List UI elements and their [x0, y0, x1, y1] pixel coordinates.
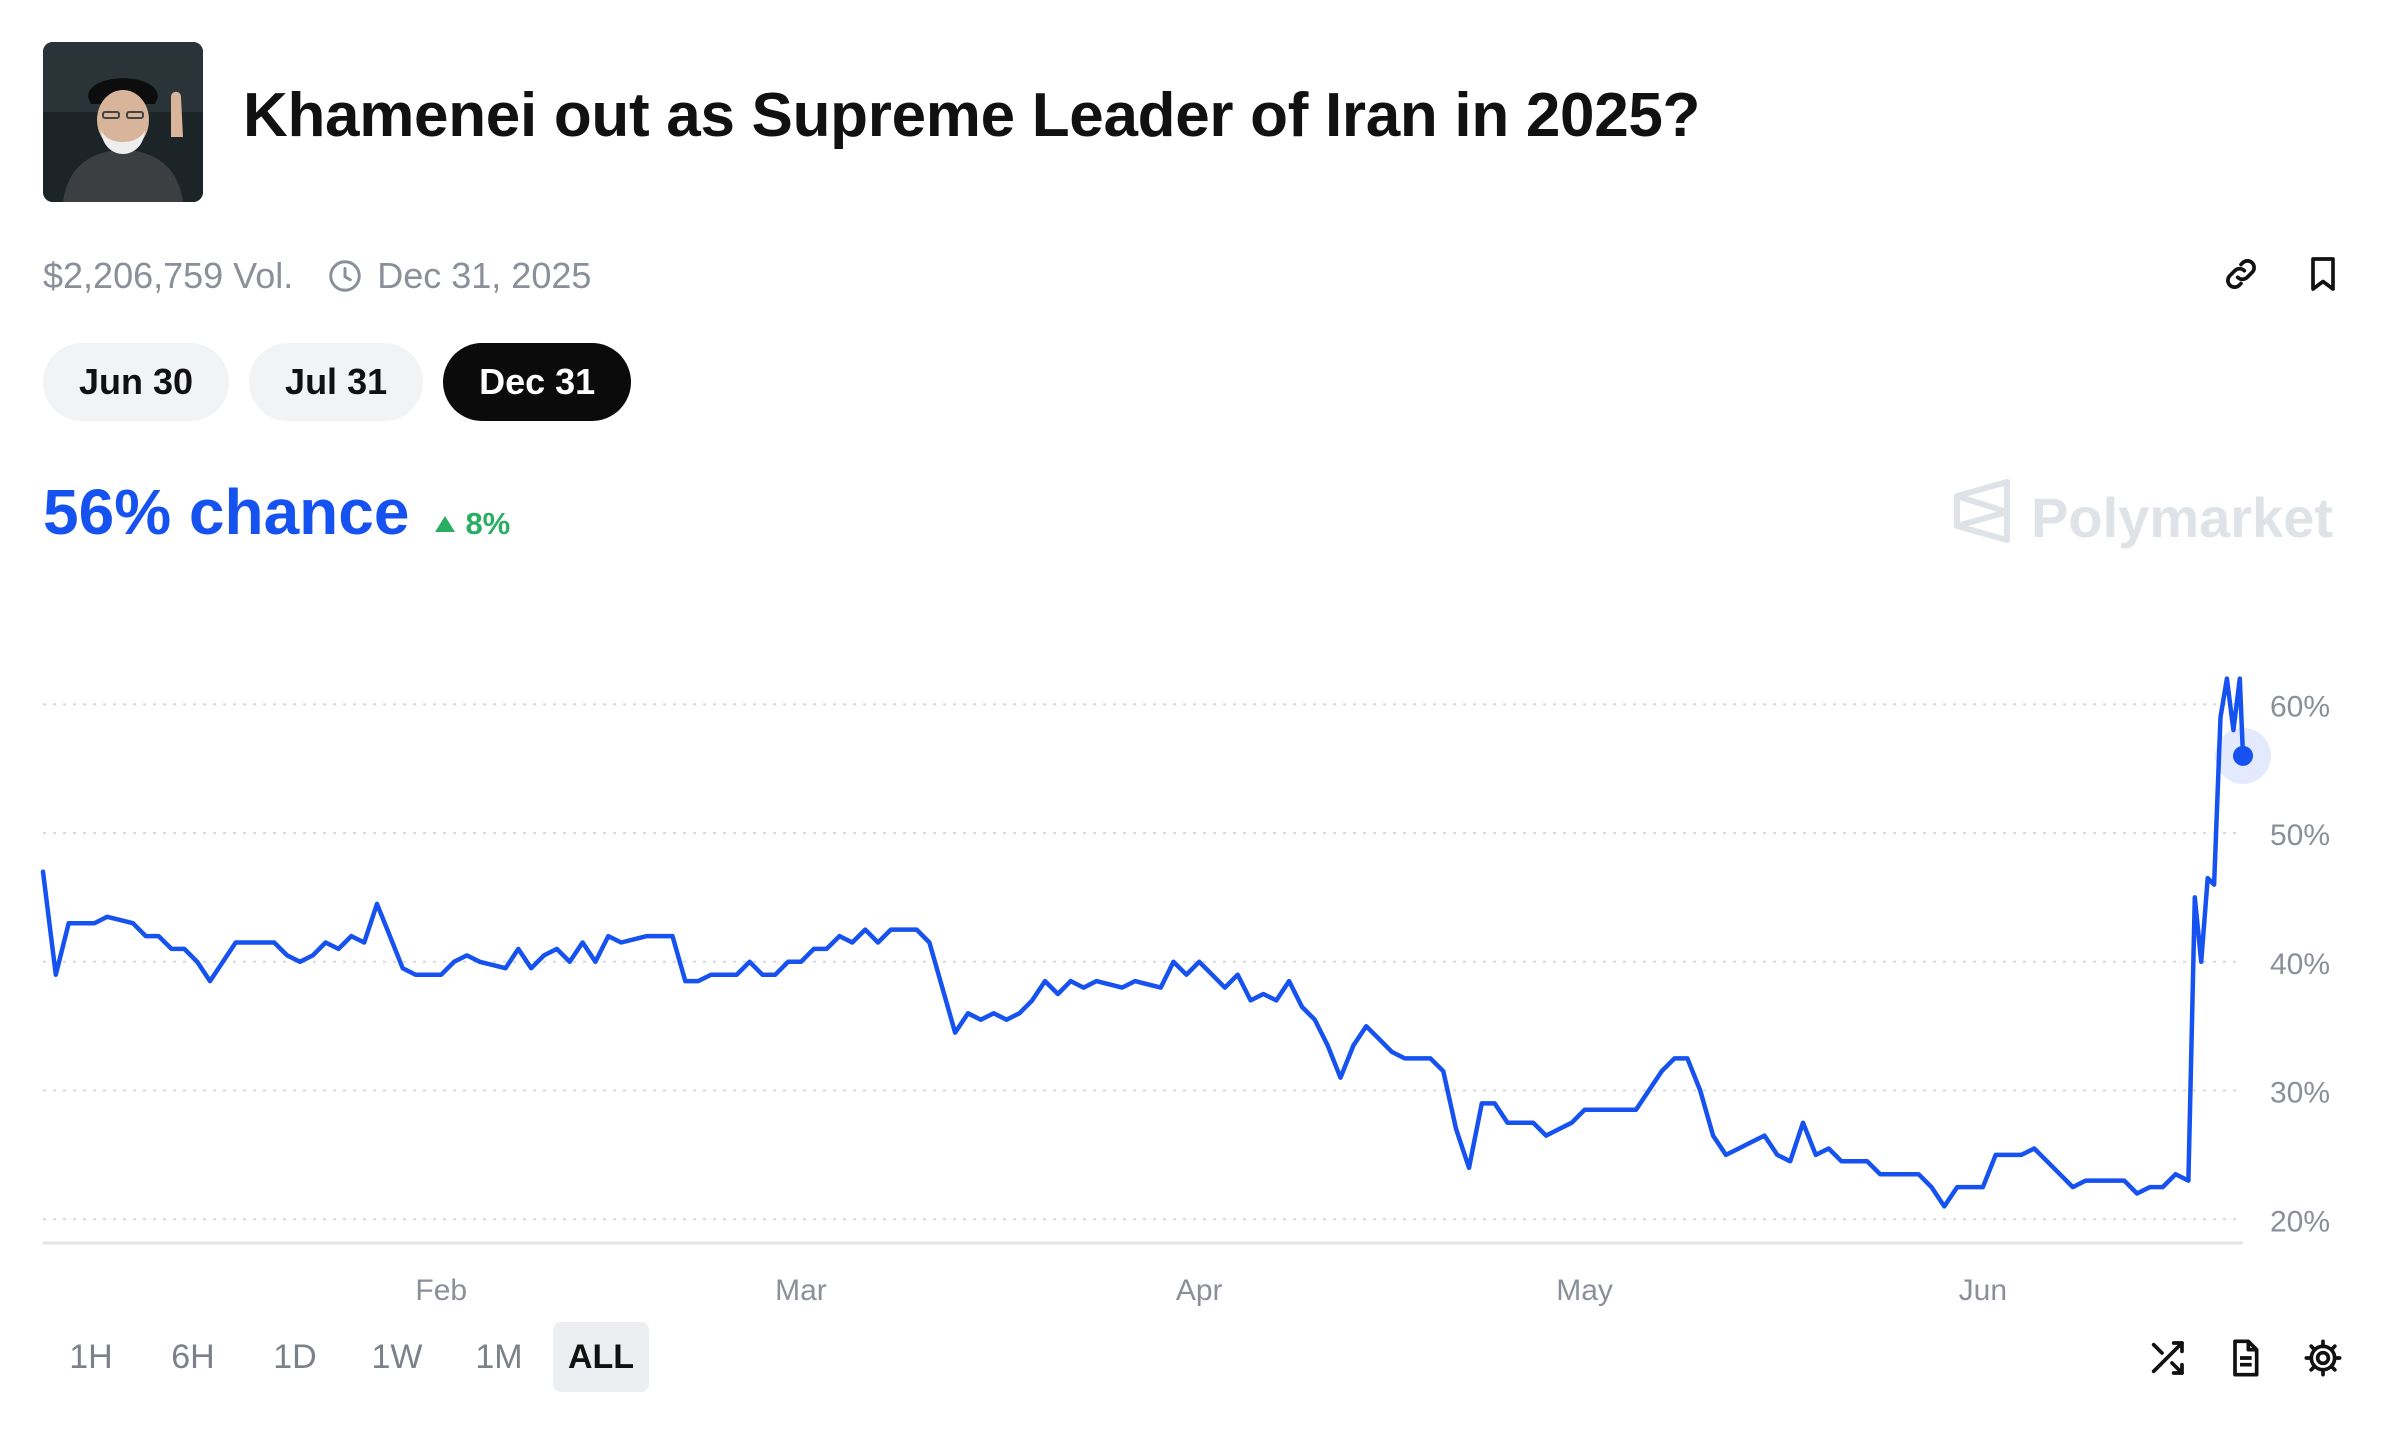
- bookmark-icon[interactable]: [2303, 254, 2343, 294]
- range-tab-6h[interactable]: 6H: [171, 1337, 215, 1376]
- date-tab-jul-31[interactable]: Jul 31: [249, 343, 424, 421]
- market-title: Khamenei out as Supreme Leader of Iran i…: [243, 81, 1701, 150]
- y-tick-label: 20%: [2270, 1205, 2330, 1238]
- header-actions: [2221, 254, 2343, 294]
- time-range-tabs: 1H 6H 1D 1W 1M ALL: [43, 1322, 649, 1392]
- range-tab-1d[interactable]: 1D: [273, 1337, 317, 1376]
- brand-name: Polymarket: [2031, 486, 2333, 549]
- chart-actions: [2147, 1338, 2343, 1378]
- range-tab-1h[interactable]: 1H: [69, 1337, 113, 1376]
- chance-change: 8%: [433, 506, 510, 542]
- polymarket-logo-icon: [1951, 478, 2013, 557]
- chance-change-value: 8%: [465, 506, 511, 541]
- current-point: [2233, 745, 2253, 766]
- y-tick-label: 60%: [2270, 690, 2330, 723]
- date-tabs: Jun 30 Jul 31 Dec 31: [43, 343, 632, 421]
- x-tick-label: Apr: [1176, 1274, 1223, 1307]
- x-tick-label: Mar: [775, 1274, 827, 1307]
- polymarket-logo: Polymarket: [1951, 478, 2333, 557]
- clock-icon: [327, 258, 363, 294]
- shuffle-icon[interactable]: [2147, 1338, 2187, 1378]
- chance-summary: 56% chance 8%: [43, 475, 510, 549]
- triangle-up-icon: [433, 514, 457, 534]
- chance-value: 56% chance: [43, 476, 410, 548]
- market-image: [43, 42, 203, 202]
- date-tab-dec-31[interactable]: Dec 31: [443, 343, 632, 421]
- range-tab-1w[interactable]: 1W: [371, 1337, 423, 1376]
- y-tick-label: 30%: [2270, 1077, 2330, 1110]
- volume-text: $2,206,759 Vol.: [43, 255, 294, 296]
- date-tab-jun-30[interactable]: Jun 30: [43, 343, 230, 421]
- range-tab-1m[interactable]: 1M: [475, 1337, 523, 1376]
- range-tab-all[interactable]: ALL: [553, 1322, 649, 1392]
- x-tick-label: Jun: [1959, 1274, 2007, 1307]
- market-meta: $2,206,759 Vol. Dec 31, 2025: [43, 255, 591, 297]
- settings-icon[interactable]: [2303, 1338, 2343, 1378]
- y-tick-label: 40%: [2270, 948, 2330, 981]
- document-icon[interactable]: [2225, 1338, 2265, 1378]
- series-line: [40, 676, 2246, 1209]
- x-tick-label: Feb: [415, 1274, 467, 1307]
- y-tick-label: 50%: [2270, 819, 2330, 852]
- x-tick-label: May: [1556, 1274, 1613, 1307]
- end-date-text: Dec 31, 2025: [377, 255, 592, 296]
- link-icon[interactable]: [2221, 254, 2261, 294]
